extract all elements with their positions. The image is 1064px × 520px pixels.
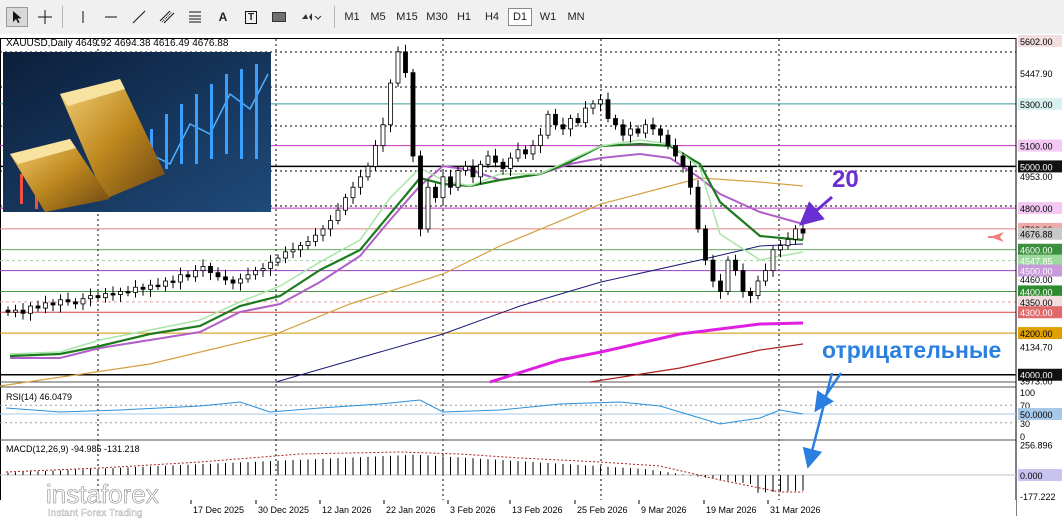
chart-area[interactable]: XAUUSD,Daily 4649.92 4694.38 4616.49 467… <box>0 34 1064 520</box>
macd-level-label: 256.896 <box>1020 441 1053 451</box>
price-label: 4953.00 <box>1020 172 1053 182</box>
time-label: 30 Dec 2025 <box>258 505 309 515</box>
svg-text:4350.00: 4350.00 <box>1020 298 1053 308</box>
price-label: 4000.00 <box>1018 368 1062 381</box>
rsi-level-label: 100 <box>1020 388 1035 398</box>
svg-text:50.0000: 50.0000 <box>1020 410 1053 420</box>
svg-text:4800.00: 4800.00 <box>1020 204 1053 214</box>
timeframe-h4[interactable]: H4 <box>484 11 500 23</box>
macd-level-label: -177.222 <box>1020 492 1056 502</box>
rsi-level-label: 50.0000 <box>1018 408 1062 420</box>
channel-icon[interactable] <box>156 7 178 27</box>
cursor-icon[interactable] <box>6 7 28 27</box>
time-label: 13 Feb 2026 <box>512 505 563 515</box>
annotation-twenty: 20 <box>832 166 859 193</box>
svg-text:100: 100 <box>1020 388 1035 398</box>
svg-text:3973.00: 3973.00 <box>1020 376 1053 386</box>
watermark-tagline: Instant Forex Trading <box>48 508 143 519</box>
svg-text:5000.00: 5000.00 <box>1020 162 1053 172</box>
watermark-brand: instaforex <box>46 479 159 509</box>
price-label: 4300.00 <box>1018 306 1062 319</box>
price-label: 4200.00 <box>1018 327 1062 340</box>
time-label: 9 Mar 2026 <box>641 505 687 515</box>
price-label: 5100.00 <box>1018 139 1062 152</box>
svg-text:-177.222: -177.222 <box>1020 492 1056 502</box>
price-label: 4460.00 <box>1020 275 1053 285</box>
svg-text:4400.00: 4400.00 <box>1020 287 1053 297</box>
price-label: 4134.70 <box>1020 343 1053 353</box>
macd-signal-line <box>5 451 803 493</box>
svg-text:5447.90: 5447.90 <box>1020 69 1053 79</box>
macd-header: MACD(12,26,9) -94.985 -131.218 <box>6 444 140 454</box>
time-label: 22 Jan 2026 <box>386 505 436 515</box>
timeframe-mn[interactable]: MN <box>567 11 585 23</box>
price-label: 4500.00 <box>1018 264 1062 277</box>
svg-text:5100.00: 5100.00 <box>1020 142 1053 152</box>
svg-text:30: 30 <box>1020 419 1030 429</box>
time-label: 17 Dec 2025 <box>193 505 244 515</box>
price-label: 4800.00 <box>1018 202 1062 215</box>
macd-level-label: 0.000 <box>1018 469 1062 481</box>
timeframe-w1[interactable]: W1 <box>539 11 557 23</box>
timeframe-h1[interactable]: H1 <box>456 11 472 23</box>
price-label: 4400.00 <box>1018 285 1062 298</box>
toolbar: A T M1 M5 M15 M30 H1 H4 D1 W1 MN <box>0 0 1064 35</box>
rsi-level-label: 70 <box>1020 401 1030 411</box>
shapes-icon[interactable] <box>296 7 326 27</box>
svg-text:4000.00: 4000.00 <box>1020 371 1053 381</box>
time-label: 3 Feb 2026 <box>450 505 496 515</box>
price-label: 5000.00 <box>1018 160 1062 173</box>
svg-text:4500.00: 4500.00 <box>1020 267 1053 277</box>
chart-header: XAUUSD,Daily 4649.92 4694.38 4616.49 467… <box>6 38 229 49</box>
gold-bars-image <box>3 52 271 212</box>
time-label: 19 Mar 2026 <box>706 505 757 515</box>
crosshair-icon[interactable] <box>34 7 56 27</box>
svg-text:4300.00: 4300.00 <box>1020 308 1053 318</box>
svg-text:4547.85: 4547.85 <box>1020 257 1053 267</box>
horizontal-line-icon[interactable] <box>100 7 122 27</box>
time-label: 25 Feb 2026 <box>577 505 628 515</box>
price-label: 4676.88 <box>1018 227 1062 240</box>
price-label: 4547.85 <box>1018 254 1062 267</box>
svg-text:4134.70: 4134.70 <box>1020 343 1053 353</box>
price-label: 3973.00 <box>1020 376 1053 386</box>
svg-text:70: 70 <box>1020 401 1030 411</box>
trendline-icon[interactable] <box>128 7 150 27</box>
rsi-level-label: 30 <box>1020 419 1030 429</box>
timeframe-m5[interactable]: M5 <box>370 11 386 23</box>
price-label: 5602.00 <box>1018 35 1062 47</box>
watermark-logo: instaforex Instant Forex Trading <box>9 477 159 519</box>
svg-text:5602.00: 5602.00 <box>1020 37 1053 47</box>
vertical-line-icon[interactable] <box>72 7 94 27</box>
label-icon[interactable]: T <box>240 7 262 27</box>
svg-text:4676.88: 4676.88 <box>1020 230 1053 240</box>
svg-text:5300.00: 5300.00 <box>1020 100 1053 110</box>
price-label: 5300.00 <box>1018 97 1062 110</box>
svg-text:0: 0 <box>1020 432 1025 442</box>
svg-text:4460.00: 4460.00 <box>1020 275 1053 285</box>
text-icon[interactable]: A <box>218 10 228 24</box>
annotation-negative: отрицательные <box>822 337 1001 363</box>
rsi-line <box>5 399 804 425</box>
price-label: 4350.00 <box>1018 295 1062 308</box>
svg-text:4953.00: 4953.00 <box>1020 172 1053 182</box>
svg-text:0.000: 0.000 <box>1020 471 1043 481</box>
time-label: 31 Mar 2026 <box>770 505 821 515</box>
rsi-header: RSI(14) 46.0479 <box>6 392 72 402</box>
svg-text:4200.00: 4200.00 <box>1020 329 1053 339</box>
price-label: 5447.90 <box>1020 69 1053 79</box>
fibonacci-icon[interactable] <box>184 7 206 27</box>
svg-text:4600.00: 4600.00 <box>1020 246 1053 256</box>
time-label: 12 Jan 2026 <box>322 505 372 515</box>
rsi-level-label: 0 <box>1020 432 1025 442</box>
timeframe-d1[interactable]: D1 <box>508 8 532 26</box>
timeframe-m1[interactable]: M1 <box>344 11 360 23</box>
timeframe-m15[interactable]: M15 <box>396 11 418 23</box>
price-label: 4600.00 <box>1018 243 1062 256</box>
rectangle-icon[interactable] <box>268 7 290 27</box>
svg-text:256.896: 256.896 <box>1020 441 1053 451</box>
timeframe-m30[interactable]: M30 <box>426 11 448 23</box>
